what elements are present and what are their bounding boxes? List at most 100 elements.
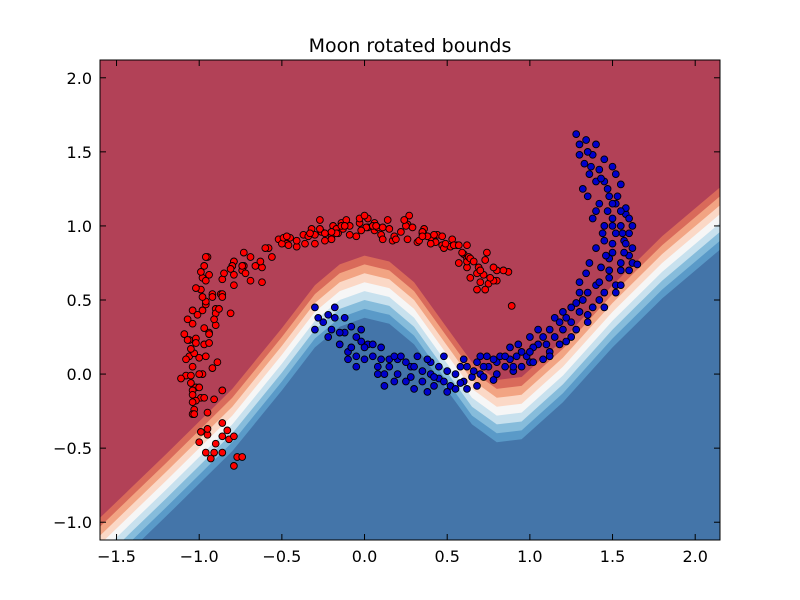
data-point [188, 398, 197, 407]
data-point [377, 355, 385, 364]
data-point [201, 253, 210, 261]
x-tick-label: −1.0 [180, 547, 219, 566]
data-point [392, 235, 400, 244]
y-tick-label: 2.0 [67, 69, 92, 88]
data-point [347, 343, 356, 352]
data-point [466, 273, 475, 282]
data-point [575, 278, 584, 287]
data-point [220, 269, 228, 278]
data-point [390, 377, 399, 386]
data-point [572, 325, 581, 334]
data-point [230, 281, 238, 290]
data-point [585, 170, 594, 178]
data-point [380, 370, 389, 378]
data-point [230, 270, 238, 279]
data-point [603, 207, 612, 215]
data-point [177, 374, 185, 383]
data-point [539, 355, 547, 364]
data-point [319, 318, 328, 327]
data-point [587, 162, 595, 171]
data-point [509, 362, 518, 371]
data-point [430, 382, 438, 390]
decision-boundary-contour [100, 60, 720, 540]
data-point [357, 226, 366, 235]
data-point [555, 340, 564, 349]
data-point [345, 230, 354, 239]
data-point [489, 376, 498, 384]
data-point [301, 239, 309, 248]
data-point [492, 370, 501, 378]
data-point [230, 432, 238, 441]
data-point [373, 370, 382, 378]
data-point [486, 273, 495, 282]
data-point [208, 364, 217, 372]
data-point [213, 358, 222, 367]
data-point [592, 244, 600, 252]
data-point [600, 303, 609, 312]
data-point [205, 330, 213, 338]
data-point [567, 333, 576, 341]
data-point [405, 211, 414, 220]
data-point [188, 319, 197, 328]
series-0 [177, 211, 516, 470]
data-point [575, 308, 584, 316]
data-point [469, 367, 478, 375]
scatter-points [177, 130, 642, 470]
data-point [406, 373, 415, 381]
data-point [418, 232, 427, 241]
data-point [550, 313, 559, 322]
x-tick-label: 1.5 [600, 547, 625, 566]
data-point [588, 214, 597, 223]
data-point [481, 285, 490, 294]
data-point [575, 150, 584, 159]
data-point [501, 352, 509, 361]
data-point [210, 395, 218, 404]
data-point [418, 367, 427, 375]
data-point [440, 352, 448, 361]
data-point [618, 229, 627, 238]
data-point [517, 348, 526, 356]
data-point [198, 293, 207, 301]
data-point [223, 426, 232, 435]
data-point [539, 333, 547, 341]
data-point [347, 322, 356, 331]
data-point [327, 235, 336, 244]
data-point [241, 269, 250, 278]
data-point [603, 185, 612, 193]
x-tick-label: 0.0 [352, 547, 377, 566]
data-point [595, 199, 604, 208]
chart-title: Moon rotated bounds [309, 35, 512, 57]
data-point [408, 223, 417, 232]
data-point [542, 340, 551, 349]
x-tick-label: 1.0 [517, 547, 542, 566]
data-point [284, 241, 293, 250]
data-point [418, 377, 427, 386]
data-point [559, 325, 567, 334]
data-point [352, 362, 361, 371]
data-point [595, 165, 604, 174]
data-point [324, 333, 333, 341]
contour-region-lower [141, 249, 720, 540]
data-point [479, 362, 488, 371]
data-point [188, 362, 197, 371]
data-point [226, 265, 235, 273]
data-point [205, 339, 213, 347]
data-point [613, 192, 622, 201]
data-point [476, 278, 485, 287]
data-point [256, 257, 265, 266]
data-point [210, 448, 218, 457]
data-point [555, 318, 564, 327]
data-point [476, 352, 485, 361]
data-point [423, 355, 432, 364]
y-tick-label: −0.5 [53, 439, 92, 458]
data-point [507, 302, 516, 310]
data-point [311, 303, 319, 312]
y-tick-label: 1.5 [67, 143, 92, 162]
data-point [410, 385, 418, 393]
data-point [489, 355, 498, 364]
data-point [451, 385, 460, 393]
data-point [476, 266, 485, 275]
data-point [443, 367, 452, 375]
data-point [218, 386, 227, 395]
